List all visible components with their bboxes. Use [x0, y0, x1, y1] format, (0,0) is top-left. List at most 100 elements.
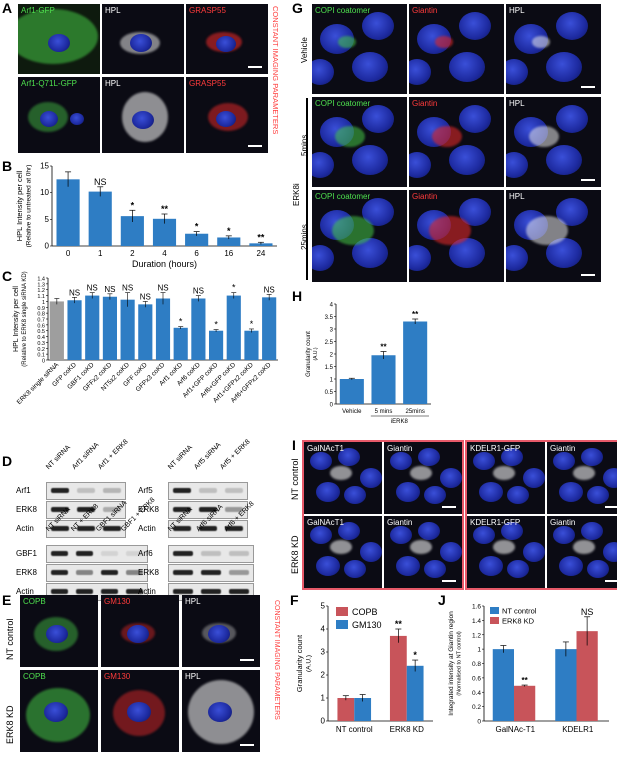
nucleus — [409, 245, 431, 271]
y-tick-label: 0.4 — [472, 690, 481, 697]
micro-i-channel-label: Giantin — [387, 518, 413, 527]
bar — [185, 233, 209, 246]
x-tick-label: 6 — [194, 249, 199, 258]
y-tick-label: 0.7 — [37, 318, 45, 324]
y-tick-label: 5 — [45, 215, 50, 224]
nucleus — [409, 152, 431, 178]
nucleus — [390, 526, 412, 544]
nucleus — [506, 245, 528, 271]
significance-label: * — [179, 317, 183, 327]
y-axis-label: HPL Intensity per cell — [15, 170, 24, 241]
x-tick-label: 4 — [162, 249, 167, 258]
y-tick-label: 3 — [321, 648, 326, 657]
nucleus — [338, 522, 360, 540]
blot-band — [50, 551, 69, 556]
nucleus — [556, 12, 588, 40]
y-tick-label: 1 — [477, 647, 481, 654]
blot-row-label: Actin — [138, 524, 156, 533]
group-label: iERK8 — [391, 419, 409, 425]
micro-a-arf1-q71l: Arf1-Q71L-GFP — [18, 77, 100, 153]
blot-strip — [46, 520, 126, 538]
blot-band — [75, 570, 94, 575]
micro-g-channel-label: COPI coatomer — [315, 6, 371, 15]
micro-g-channel-label: Giantin — [412, 99, 438, 108]
nucleus — [603, 542, 617, 562]
nucleus — [559, 482, 583, 502]
y-tick-label: 1.4 — [472, 618, 481, 625]
blot-row-label: GBF1 — [16, 549, 37, 558]
golgi-signal — [331, 215, 374, 245]
panel-label-f: F — [290, 592, 299, 608]
blot-band — [198, 507, 218, 512]
significance-label: NS — [264, 285, 275, 294]
significance-label: ** — [412, 310, 419, 319]
nucleus — [312, 152, 334, 178]
x-tick-label: 25mins — [405, 409, 424, 415]
micro-i-channel-label: KDELR1-GFP — [470, 444, 521, 453]
significance-label: NS — [69, 288, 80, 297]
micro-a-grasp55-1: GRASP55 — [186, 4, 268, 74]
label-e-copb-1: COPB — [23, 597, 46, 606]
panel-label-e: E — [2, 592, 12, 608]
y-tick-label: 0 — [330, 403, 334, 409]
scale-bar — [240, 659, 254, 661]
nucleus — [440, 542, 462, 562]
y-tick-label: 0.3 — [37, 341, 45, 347]
micro-g-0-1: COPI coatomer — [312, 97, 407, 187]
nucleus — [501, 448, 523, 466]
y-axis-label-group: Granularity count (A.U.) — [306, 331, 319, 377]
y-tick-label: 15 — [40, 162, 49, 171]
y-tick-label: 1.4 — [37, 277, 45, 283]
nucleus — [310, 526, 332, 544]
micro-i-3-0: Giantin — [547, 442, 617, 514]
nucleus — [523, 542, 545, 562]
nucleus — [396, 556, 420, 576]
bar — [67, 300, 82, 360]
blot-column-label: Arf5 siRNA — [193, 441, 223, 471]
y-tick-label: 0.9 — [37, 306, 45, 312]
nucleus — [581, 522, 603, 540]
bar — [85, 295, 100, 360]
bar — [389, 635, 407, 721]
nucleus — [312, 59, 334, 85]
golgi-signal — [431, 125, 462, 147]
panel-label-c: C — [2, 268, 13, 284]
x-tick-label: 5 mins — [375, 409, 393, 415]
bar — [514, 685, 536, 721]
significance-label: ** — [161, 204, 169, 214]
bar — [191, 298, 206, 360]
significance-label: NS — [581, 607, 594, 617]
significance-label: * — [214, 320, 218, 330]
micro-i-channel-label: KDELR1-GFP — [470, 518, 521, 527]
row-label-e-kd: ERK8 KD — [5, 705, 15, 744]
golgi-signal — [434, 35, 453, 49]
blot-band — [173, 589, 193, 594]
micro-g-channel-label: Giantin — [412, 192, 438, 201]
blot-band — [75, 551, 94, 556]
blot-band — [102, 526, 122, 531]
golgi-signal — [493, 540, 515, 554]
micro-g-2-2: HPL — [506, 190, 601, 282]
micro-g-2-1: HPL — [506, 97, 601, 187]
blot-strip — [46, 501, 126, 519]
scale-bar — [581, 86, 595, 88]
nucleus — [418, 448, 440, 466]
bar — [262, 297, 277, 360]
legend-swatch — [336, 620, 348, 629]
group-bracket-erk8i — [306, 98, 308, 280]
y-tick-label: 3 — [330, 328, 334, 334]
y-tick-label: 1 — [321, 694, 326, 703]
blot-column-label: NT siRNA — [45, 444, 72, 471]
y-tick-label: 1 — [330, 378, 334, 384]
nucleus — [546, 52, 582, 82]
row-label-i: NT control — [290, 458, 300, 500]
bar — [155, 298, 171, 360]
bar — [49, 301, 64, 360]
micro-e-copb-kd: COPB — [20, 670, 98, 752]
blot-strip — [46, 545, 148, 563]
scale-bar — [442, 506, 456, 508]
bar — [209, 330, 224, 360]
blot-band — [198, 488, 218, 493]
label-e-hpl-1: HPL — [185, 597, 201, 606]
nucleus — [424, 486, 446, 504]
